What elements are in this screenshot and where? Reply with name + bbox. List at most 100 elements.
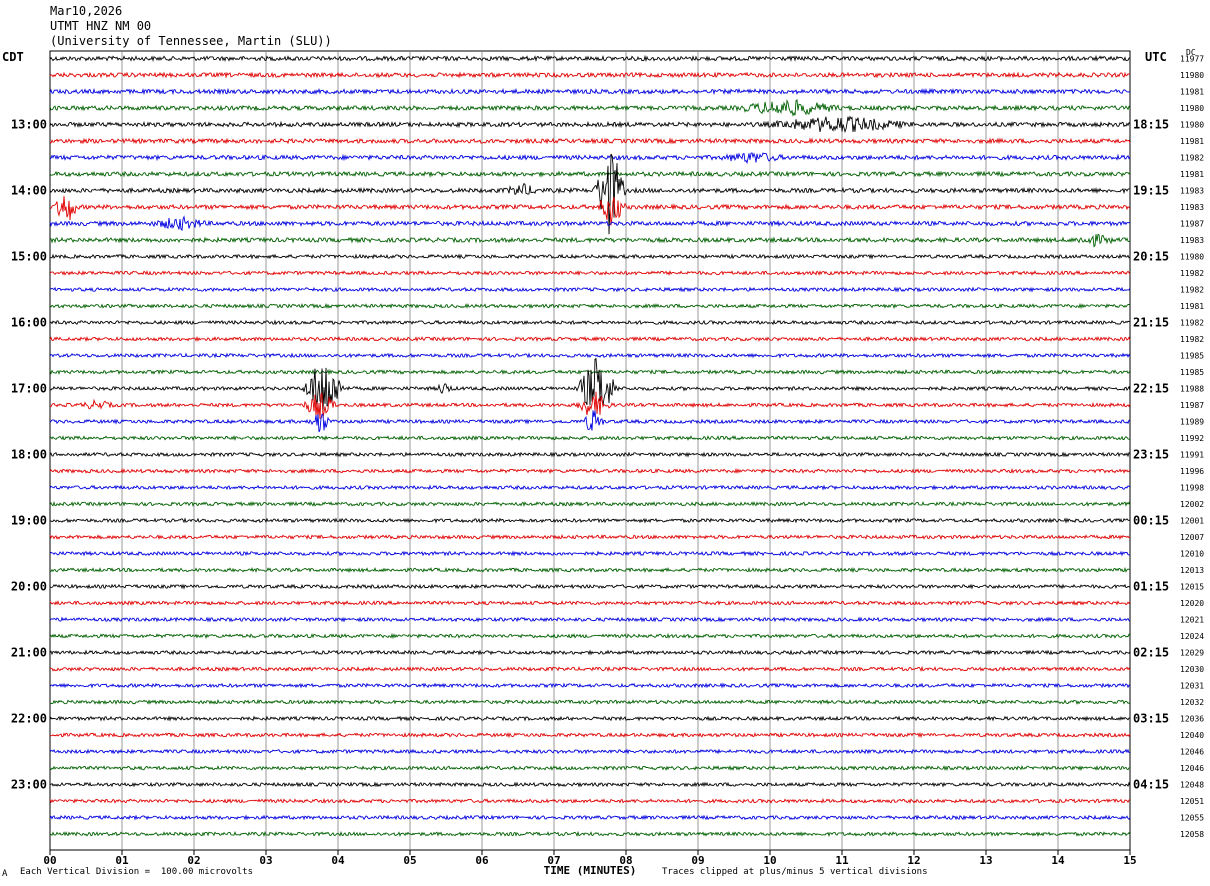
left-hour-label: 18:00 — [11, 448, 47, 462]
dc-offset-label: 11987 — [1180, 401, 1204, 410]
dc-offset-label: 11998 — [1180, 484, 1204, 493]
trace-line — [49, 335, 1131, 343]
trace-line — [49, 599, 1131, 606]
dc-offset-label: 11985 — [1180, 352, 1204, 361]
x-tick-label: 05 — [403, 854, 416, 867]
dc-offset-label: 11983 — [1180, 236, 1204, 245]
trace-line — [49, 54, 1131, 63]
dc-offset-label: 12051 — [1180, 797, 1204, 806]
x-tick-label: 08 — [619, 854, 632, 867]
trace-line — [49, 814, 1131, 821]
dc-offset-label: 11981 — [1180, 170, 1204, 179]
trace-line — [49, 830, 1131, 838]
dc-offset-label: 12007 — [1180, 533, 1204, 542]
trace-line — [49, 233, 1131, 248]
right-hour-label: 22:15 — [1133, 382, 1169, 396]
right-hour-label: 01:15 — [1133, 580, 1169, 594]
dc-offset-label: 11992 — [1180, 434, 1204, 443]
dc-offset-label: 11985 — [1180, 368, 1204, 377]
dc-offset-label: 11982 — [1180, 319, 1204, 328]
right-hour-label: 18:15 — [1133, 118, 1169, 132]
dc-offset-label: 12001 — [1180, 517, 1204, 526]
trace-line — [49, 170, 1131, 178]
trace-line — [49, 797, 1131, 804]
dc-offset-label: 11980 — [1180, 253, 1204, 262]
trace-line — [49, 368, 1131, 376]
trace-line — [49, 137, 1131, 145]
trace-line — [49, 153, 1130, 235]
trace-line — [49, 286, 1131, 293]
trace-line — [49, 682, 1131, 689]
corner-mark: A — [2, 869, 8, 879]
trace-line — [49, 533, 1131, 540]
right-hour-label: 19:15 — [1133, 184, 1169, 198]
x-axis-label: TIME (MINUTES) — [544, 864, 637, 877]
dc-offset-label: 11983 — [1180, 187, 1204, 196]
header-institution: (University of Tennessee, Martin (SLU)) — [50, 34, 332, 48]
dc-label: DC — [1186, 48, 1196, 57]
trace-line — [49, 616, 1131, 623]
dc-offset-label: 11982 — [1180, 154, 1204, 163]
trace-line — [49, 391, 1131, 419]
left-timezone-label: CDT — [2, 50, 24, 64]
dc-offset-label: 12048 — [1180, 781, 1204, 790]
trace-line — [49, 467, 1131, 475]
trace-line — [49, 357, 1131, 411]
dc-offset-label: 12036 — [1180, 715, 1204, 724]
right-hour-label: 20:15 — [1133, 250, 1169, 264]
left-hour-label: 16:00 — [11, 316, 47, 330]
x-tick-label: 10 — [763, 854, 776, 867]
trace-line — [49, 764, 1131, 772]
x-tick-label: 04 — [331, 854, 345, 867]
right-hour-label: 03:15 — [1133, 712, 1169, 726]
left-hour-label: 15:00 — [11, 250, 47, 264]
x-tick-label: 00 — [43, 854, 56, 867]
dc-offset-label: 11980 — [1180, 121, 1204, 130]
dc-offset-label: 11989 — [1180, 418, 1204, 427]
trace-line — [49, 566, 1130, 574]
trace-line — [49, 87, 1131, 96]
dc-offset-label: 12055 — [1180, 814, 1204, 823]
dc-offset-label: 12030 — [1180, 665, 1204, 674]
trace-line — [49, 484, 1131, 491]
dc-offset-label: 12031 — [1180, 682, 1204, 691]
right-hour-label: 00:15 — [1133, 514, 1169, 528]
trace-line — [49, 270, 1131, 277]
right-hour-label: 04:15 — [1133, 778, 1169, 792]
trace-line — [49, 665, 1131, 672]
dc-offset-label: 12024 — [1180, 632, 1204, 641]
dc-offset-label: 12040 — [1180, 731, 1204, 740]
x-tick-label: 15 — [1123, 854, 1136, 867]
trace-line — [49, 632, 1131, 640]
x-tick-label: 01 — [115, 854, 129, 867]
trace-line — [49, 698, 1131, 705]
dc-offset-label: 11983 — [1180, 203, 1204, 212]
dc-offset-label: 11991 — [1180, 451, 1204, 460]
scale-note: Each Vertical Division = 100.00 microvol… — [20, 867, 253, 877]
left-hour-label: 22:00 — [11, 712, 47, 726]
trace-line — [49, 731, 1131, 739]
trace-line — [49, 517, 1131, 524]
x-tick-label: 09 — [691, 854, 704, 867]
trace-line — [49, 715, 1131, 722]
trace-line — [49, 410, 1131, 433]
dc-offset-label: 12002 — [1180, 500, 1204, 509]
trace-line — [49, 152, 1131, 165]
trace-line — [49, 451, 1131, 458]
x-tick-label: 12 — [907, 854, 920, 867]
x-tick-label: 11 — [835, 854, 849, 867]
dc-offset-label: 11982 — [1180, 269, 1204, 278]
dc-offset-label: 12013 — [1180, 566, 1204, 575]
trace-line — [49, 748, 1131, 755]
x-tick-label: 06 — [475, 854, 489, 867]
trace-line — [49, 215, 1131, 231]
dc-offset-label: 11982 — [1180, 335, 1204, 344]
trace-line — [49, 435, 1131, 442]
x-tick-label: 14 — [1051, 854, 1065, 867]
right-hour-label: 23:15 — [1133, 448, 1169, 462]
x-tick-label: 13 — [979, 854, 992, 867]
clip-note: Traces clipped at plus/minus 5 vertical … — [662, 867, 928, 877]
dc-offset-label: 11982 — [1180, 286, 1204, 295]
trace-line — [49, 319, 1131, 326]
